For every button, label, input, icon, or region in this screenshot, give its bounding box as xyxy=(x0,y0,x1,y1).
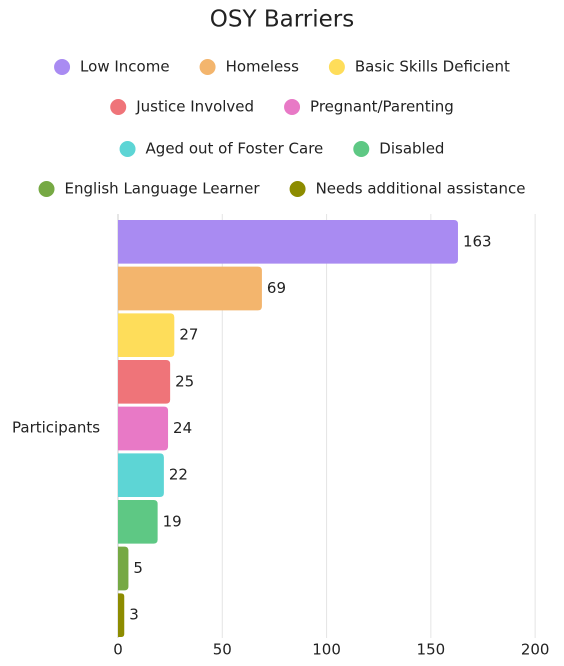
legend-label: Aged out of Foster Care xyxy=(146,140,324,158)
bar xyxy=(118,500,158,544)
data-label: 163 xyxy=(463,232,492,250)
bar xyxy=(118,593,125,637)
legend-swatch xyxy=(199,59,216,75)
data-label: 5 xyxy=(133,559,143,577)
legend-swatch xyxy=(284,99,301,115)
legend-label: Homeless xyxy=(226,58,300,76)
data-label: 3 xyxy=(129,606,139,624)
bar xyxy=(118,313,175,357)
legend-label: English Language Learner xyxy=(65,180,261,198)
legend-swatch xyxy=(328,59,345,75)
bar xyxy=(118,220,458,264)
bar xyxy=(118,406,169,451)
data-label: 19 xyxy=(163,512,182,530)
y-tick-label: Participants xyxy=(12,419,100,437)
bar xyxy=(118,546,129,591)
data-label: 24 xyxy=(173,419,192,437)
legend-label: Disabled xyxy=(379,140,444,158)
legend-label: Needs additional assistance xyxy=(316,180,526,198)
legend-label: Low Income xyxy=(80,58,170,76)
legend-swatch xyxy=(110,99,127,115)
data-label: 22 xyxy=(169,466,188,484)
legend-swatch xyxy=(54,59,71,75)
x-tick-label: 50 xyxy=(213,641,232,659)
legend-label: Pregnant/Parenting xyxy=(310,98,454,116)
legend-swatch xyxy=(38,181,55,197)
legend-label: Justice Involved xyxy=(135,98,254,116)
bar xyxy=(118,266,262,311)
bar xyxy=(118,453,164,497)
data-label: 69 xyxy=(267,279,286,297)
x-tick-label: 150 xyxy=(417,641,446,659)
chart-title: OSY Barriers xyxy=(210,7,354,33)
data-label: 25 xyxy=(175,372,194,390)
legend-swatch xyxy=(289,181,306,197)
legend-swatch xyxy=(119,141,136,157)
bar xyxy=(118,360,171,404)
legend-swatch xyxy=(353,141,370,157)
x-tick-label: 100 xyxy=(312,641,341,659)
data-label: 27 xyxy=(179,326,198,344)
legend-label: Basic Skills Deficient xyxy=(355,58,510,76)
x-tick-label: 0 xyxy=(113,641,123,659)
x-tick-label: 200 xyxy=(521,641,550,659)
